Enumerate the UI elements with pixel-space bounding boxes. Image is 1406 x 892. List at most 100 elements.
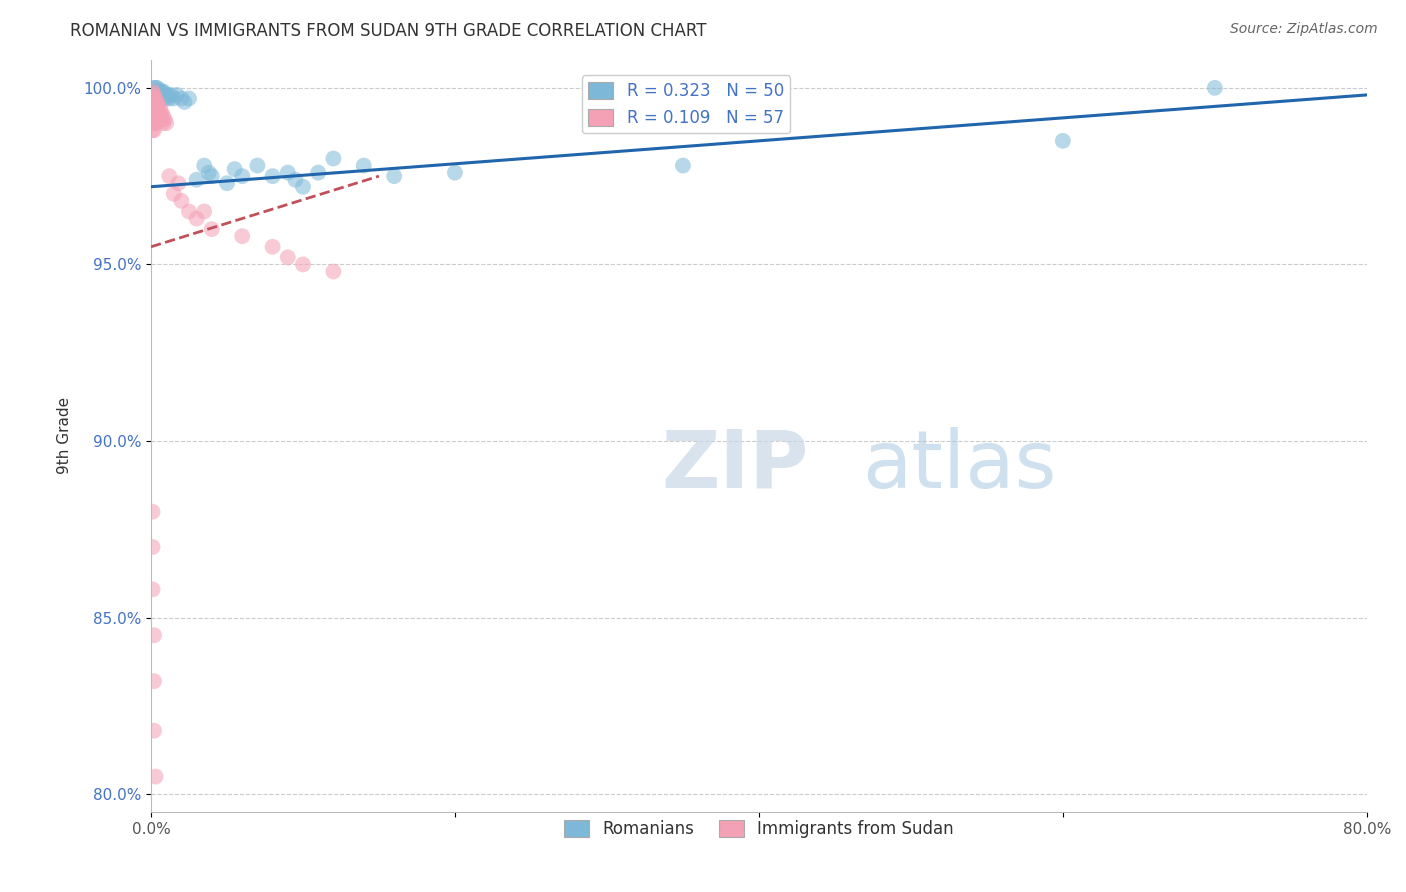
Point xyxy=(277,166,299,180)
Point xyxy=(201,222,224,236)
Point xyxy=(143,723,166,738)
Point xyxy=(170,91,193,105)
Point xyxy=(143,105,166,120)
Point xyxy=(149,109,172,123)
Point xyxy=(145,109,167,123)
Point xyxy=(177,91,200,105)
Point xyxy=(155,116,177,130)
Point xyxy=(143,628,166,642)
Point xyxy=(157,91,180,105)
Point xyxy=(201,169,224,183)
Point xyxy=(1204,80,1226,95)
Point xyxy=(163,186,186,201)
Point xyxy=(141,87,163,102)
Point xyxy=(382,169,405,183)
Point xyxy=(148,87,170,102)
Point xyxy=(143,87,166,102)
Point xyxy=(148,112,170,127)
Point xyxy=(353,159,375,173)
Point xyxy=(141,105,163,120)
Point xyxy=(146,84,169,98)
Point xyxy=(146,109,169,123)
Point xyxy=(146,95,169,109)
Point xyxy=(215,176,238,190)
Point xyxy=(156,87,179,102)
Point xyxy=(167,176,190,190)
Point xyxy=(141,95,163,109)
Point xyxy=(155,87,177,102)
Text: ROMANIAN VS IMMIGRANTS FROM SUDAN 9TH GRADE CORRELATION CHART: ROMANIAN VS IMMIGRANTS FROM SUDAN 9TH GR… xyxy=(70,22,707,40)
Point xyxy=(143,80,166,95)
Point xyxy=(141,91,163,105)
Point xyxy=(145,84,167,98)
Point xyxy=(152,84,174,98)
Point xyxy=(150,84,173,98)
Point xyxy=(148,98,170,112)
Point xyxy=(444,166,467,180)
Point xyxy=(157,169,180,183)
Point xyxy=(173,95,195,109)
Point xyxy=(152,91,174,105)
Point xyxy=(197,166,219,180)
Point xyxy=(277,251,299,265)
Point xyxy=(231,229,253,244)
Point xyxy=(177,204,200,219)
Point xyxy=(145,95,167,109)
Point xyxy=(143,95,166,109)
Legend: Romanians, Immigrants from Sudan: Romanians, Immigrants from Sudan xyxy=(557,814,960,845)
Point xyxy=(322,152,344,166)
Point xyxy=(143,91,166,105)
Point xyxy=(163,91,186,105)
Point xyxy=(145,91,167,105)
Point xyxy=(193,159,215,173)
Point xyxy=(143,87,166,102)
Point xyxy=(193,204,215,219)
Point xyxy=(141,112,163,127)
Point xyxy=(231,169,253,183)
Point xyxy=(145,770,167,784)
Point xyxy=(141,84,163,98)
Point xyxy=(166,87,188,102)
Point xyxy=(246,159,269,173)
Point xyxy=(146,87,169,102)
Point xyxy=(146,80,169,95)
Point xyxy=(141,87,163,102)
Point xyxy=(150,112,173,127)
Point xyxy=(150,105,173,120)
Point xyxy=(148,105,170,120)
Point xyxy=(146,102,169,116)
Text: Source: ZipAtlas.com: Source: ZipAtlas.com xyxy=(1230,22,1378,37)
Point xyxy=(186,172,208,186)
Point xyxy=(141,540,163,554)
Point xyxy=(153,112,176,127)
Point xyxy=(145,102,167,116)
Point xyxy=(149,102,172,116)
Point xyxy=(148,84,170,98)
Point xyxy=(159,87,181,102)
Point xyxy=(149,87,172,102)
Point xyxy=(143,84,166,98)
Point xyxy=(143,116,166,130)
Point xyxy=(224,162,246,177)
Point xyxy=(145,87,167,102)
Text: atlas: atlas xyxy=(862,427,1057,505)
Point xyxy=(153,87,176,102)
Point xyxy=(141,123,163,137)
Point xyxy=(141,582,163,597)
Point xyxy=(155,91,177,105)
Point xyxy=(262,169,284,183)
Point xyxy=(1052,134,1074,148)
Point xyxy=(152,109,174,123)
Point xyxy=(143,98,166,112)
Point xyxy=(291,257,314,271)
Point xyxy=(284,172,307,186)
Point xyxy=(141,84,163,98)
Point xyxy=(143,123,166,137)
Y-axis label: 9th Grade: 9th Grade xyxy=(58,397,72,475)
Point xyxy=(143,109,166,123)
Point xyxy=(149,84,172,98)
Point xyxy=(672,159,695,173)
Point xyxy=(186,211,208,226)
Text: ZIP: ZIP xyxy=(662,427,808,505)
Point xyxy=(141,98,163,112)
